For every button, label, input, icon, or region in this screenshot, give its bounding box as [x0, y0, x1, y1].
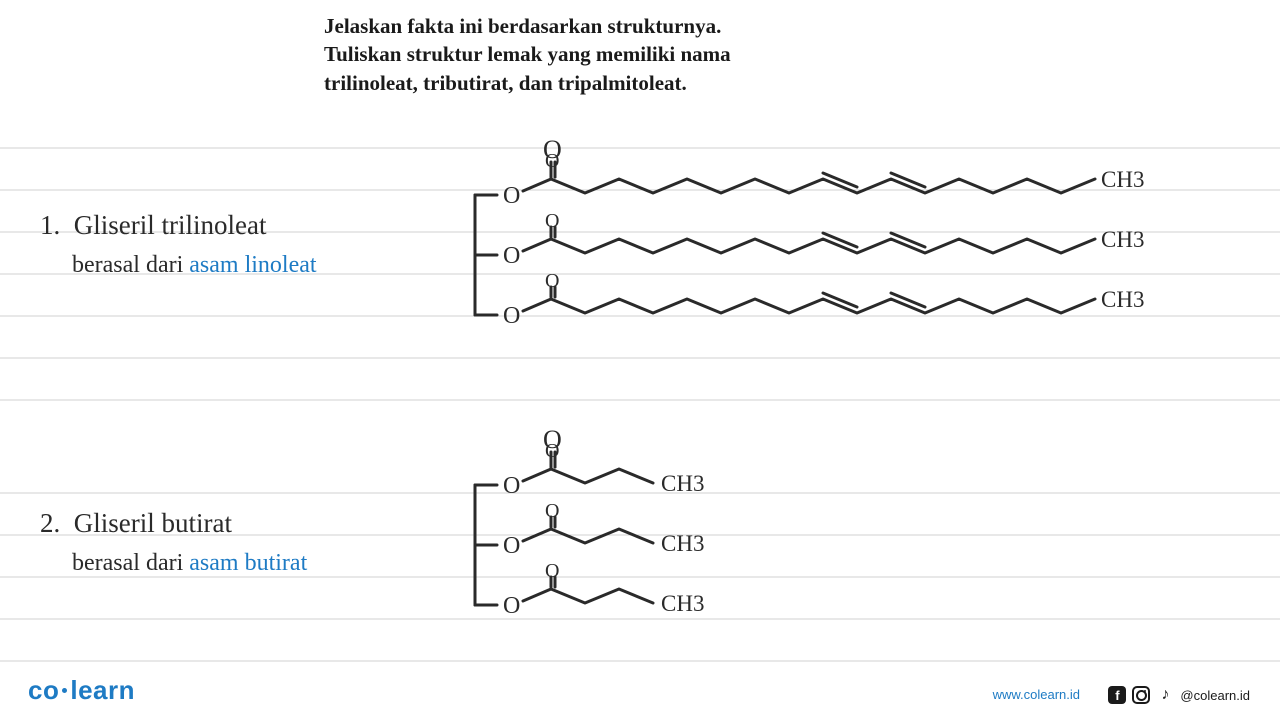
item1-title-text: Gliseril trilinoleat	[74, 210, 267, 240]
svg-text:O: O	[503, 593, 520, 619]
svg-text:O: O	[543, 140, 562, 164]
diagram-trilinoleat: OOCH3OOCH3OOCH3O	[455, 140, 1255, 360]
svg-text:CH3: CH3	[1101, 287, 1144, 312]
social-handle: @colearn.id	[1180, 688, 1250, 703]
item1-subtitle-blue: asam linoleat	[189, 252, 316, 278]
item2-subtitle-black: berasal dari	[72, 550, 189, 576]
item2-number: 2.	[40, 508, 60, 538]
svg-text:CH3: CH3	[661, 531, 704, 556]
item1-number: 1.	[40, 210, 60, 240]
footer-socials: f ♪ @colearn.id	[1108, 686, 1250, 704]
svg-text:O: O	[503, 533, 520, 559]
facebook-icon: f	[1108, 686, 1126, 704]
svg-text:O: O	[543, 430, 562, 454]
item2-subtitle-blue: asam butirat	[189, 550, 307, 576]
svg-text:O: O	[503, 473, 520, 499]
item2-title-text: Gliseril butirat	[74, 508, 232, 538]
svg-text:O: O	[503, 243, 520, 269]
footer-url: www.colearn.id	[993, 687, 1080, 702]
brand-logo: colearn	[28, 675, 135, 706]
item1-subtitle-black: berasal dari	[72, 252, 189, 278]
item1-title: 1. Gliseril trilinoleat	[40, 210, 266, 241]
svg-text:CH3: CH3	[1101, 227, 1144, 252]
logo-learn: learn	[70, 675, 135, 705]
question-box: Jelaskan fakta ini berdasarkan strukturn…	[316, 8, 796, 101]
item2-subtitle: berasal dari asam butirat	[72, 550, 307, 577]
logo-co: co	[28, 675, 59, 705]
item1-subtitle: berasal dari asam linoleat	[72, 252, 317, 279]
tiktok-icon: ♪	[1156, 686, 1174, 704]
svg-text:O: O	[503, 303, 520, 329]
svg-text:CH3: CH3	[1101, 167, 1144, 192]
footer: colearn www.colearn.id f ♪ @colearn.id	[0, 676, 1280, 706]
diagram-butirat: OOCH3OOCH3OOCH3O	[455, 430, 815, 650]
logo-dot-icon	[62, 688, 67, 693]
question-line-2: Tuliskan struktur lemak yang memiliki na…	[324, 40, 788, 68]
instagram-icon	[1132, 686, 1150, 704]
item2-title: 2. Gliseril butirat	[40, 508, 232, 539]
svg-text:O: O	[503, 183, 520, 209]
svg-text:CH3: CH3	[661, 471, 704, 496]
question-line-3: trilinoleat, tributirat, dan tripalmitol…	[324, 69, 788, 97]
svg-text:CH3: CH3	[661, 591, 704, 616]
question-line-1: Jelaskan fakta ini berdasarkan strukturn…	[324, 12, 788, 40]
